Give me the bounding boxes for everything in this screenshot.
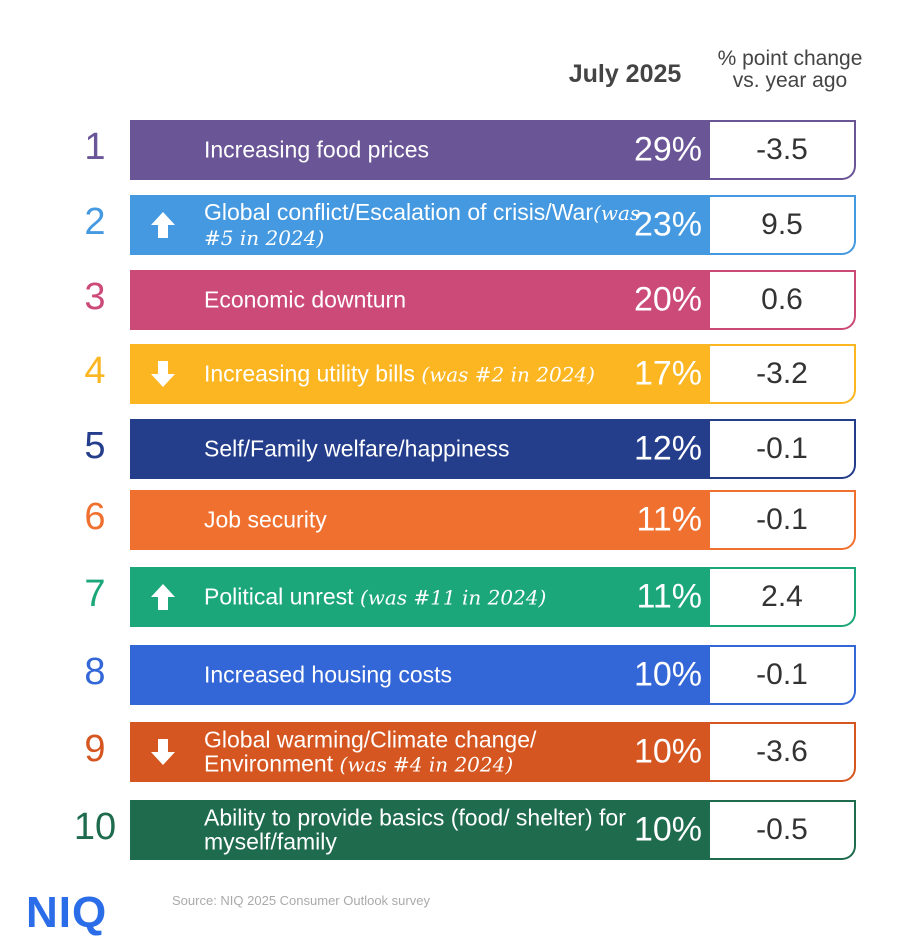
source-note: Source: NIQ 2025 Consumer Outlook survey (172, 893, 430, 908)
arrow-up-icon (151, 584, 175, 610)
rank-number: 1 (84, 126, 106, 168)
table-row: Increasing utility bills (was #2 in 2024… (130, 344, 710, 404)
percent-value: 11% (636, 500, 702, 539)
label-text: Global warming/Climate change/ Environme… (204, 726, 537, 777)
label-text: Global conflict/Escalation of crisis/War (204, 199, 594, 225)
rank-number: 5 (84, 425, 106, 467)
table-row: Global conflict/Escalation of crisis/War… (130, 195, 710, 255)
percent-value: 29% (633, 130, 702, 169)
concern-label: Increased housing costs (204, 663, 644, 688)
label-text: Job security (204, 506, 327, 533)
table-row: Global warming/Climate change/ Environme… (130, 722, 710, 782)
change-value: -3.5 (710, 120, 856, 180)
rank-note: (was #4 in 2024) (339, 752, 514, 777)
concern-label: Political unrest (was #11 in 2024) (204, 585, 644, 610)
rank-note: (was #2 in 2024) (421, 362, 595, 387)
column-header-change: % point change vs. year ago (705, 48, 875, 92)
table-row: Increasing food prices 29% (130, 120, 710, 180)
concern-label: Global warming/Climate change/ Environme… (204, 728, 644, 777)
change-value: -0.1 (710, 490, 856, 550)
table-row: Ability to provide basics (food/ shelter… (130, 800, 710, 860)
percent-value: 23% (633, 205, 702, 244)
arrow-up-icon (151, 212, 175, 238)
table-row: Political unrest (was #11 in 2024) 11% (130, 567, 710, 627)
arrow-down-icon (151, 739, 175, 765)
table-row: Economic downturn 20% (130, 270, 710, 330)
rank-note: (was #5 in 2024) (204, 201, 641, 250)
percent-value: 12% (633, 429, 702, 468)
change-value: -0.5 (710, 800, 856, 860)
label-text: Self/Family welfare/happiness (204, 435, 510, 462)
label-text: Increased housing costs (204, 661, 453, 688)
change-value: -0.1 (710, 419, 856, 479)
concern-label: Job security (204, 508, 644, 533)
label-text: Ability to provide basics (food/ shelter… (204, 804, 626, 855)
percent-value: 20% (633, 280, 702, 319)
rank-note: (was #11 in 2024) (359, 585, 547, 610)
rank-number: 8 (84, 651, 106, 693)
change-value: 9.5 (710, 195, 856, 255)
concern-label: Increasing food prices (204, 138, 644, 163)
change-value: -3.6 (710, 722, 856, 782)
rank-number: 3 (84, 276, 106, 318)
label-text: Economic downturn (204, 286, 406, 313)
rank-number: 6 (84, 496, 106, 538)
change-header-line2: vs. year ago (732, 69, 848, 92)
rank-number: 2 (84, 201, 106, 243)
percent-value: 10% (633, 732, 702, 771)
percent-value: 17% (633, 354, 702, 393)
niq-logo: NIQ (26, 888, 108, 937)
change-value: 0.6 (710, 270, 856, 330)
percent-value: 10% (633, 810, 702, 849)
table-row: Increased housing costs 10% (130, 645, 710, 705)
rank-number: 7 (84, 573, 106, 615)
column-header-month: July 2025 (568, 60, 682, 88)
rank-number: 10 (73, 806, 117, 848)
change-value: -0.1 (710, 645, 856, 705)
label-text: Increasing utility bills (204, 360, 422, 387)
concern-label: Economic downturn (204, 288, 644, 313)
concern-label: Self/Family welfare/happiness (204, 437, 644, 462)
percent-value: 11% (636, 577, 702, 616)
label-text: Political unrest (204, 583, 360, 610)
table-row: Job security 11% (130, 490, 710, 550)
rank-number: 4 (84, 350, 106, 392)
concern-label: Global conflict/Escalation of crisis/War… (204, 200, 644, 250)
change-header-line1: % point change (717, 47, 863, 70)
change-value: 2.4 (710, 567, 856, 627)
table-row: Self/Family welfare/happiness 12% (130, 419, 710, 479)
arrow-down-icon (151, 361, 175, 387)
change-value: -3.2 (710, 344, 856, 404)
concern-label: Ability to provide basics (food/ shelter… (204, 806, 644, 855)
label-text: Increasing food prices (204, 136, 430, 163)
percent-value: 10% (633, 655, 702, 694)
concern-label: Increasing utility bills (was #2 in 2024… (204, 362, 644, 387)
rank-number: 9 (84, 728, 106, 770)
